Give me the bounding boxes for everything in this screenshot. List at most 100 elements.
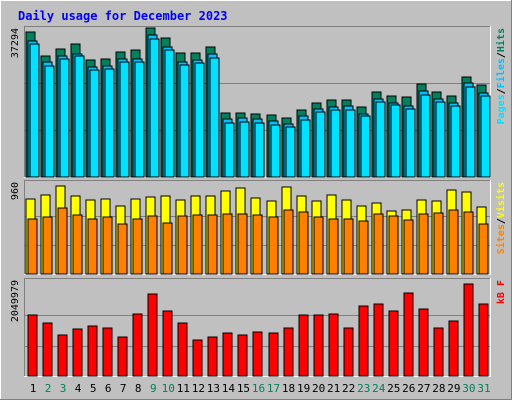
x-tick-label: 29: [447, 382, 460, 395]
chart-panels: 37294Pages/Files/Hits960Sites/Visits2049…: [10, 26, 507, 377]
bar-pages: [179, 64, 190, 178]
x-tick-label: 9: [150, 382, 157, 395]
bar-sites: [207, 214, 218, 275]
bar-sites: [448, 209, 459, 275]
bar-kb-f: [313, 314, 324, 377]
bar-kb-f: [328, 313, 339, 377]
bar-sites: [177, 215, 188, 275]
legend-entry: Sites: [495, 224, 507, 254]
bar-pages: [104, 68, 115, 178]
bar-sites: [328, 218, 339, 275]
bar-kb-f: [42, 322, 53, 377]
bar-kb-f: [298, 314, 309, 377]
legend-entry: Pages: [496, 94, 507, 124]
bar-sites: [237, 213, 248, 275]
bar-pages: [405, 108, 416, 178]
x-tick-label: 25: [387, 382, 400, 395]
x-tick-label: 18: [282, 382, 295, 395]
bar-sites: [117, 223, 128, 275]
bar-sites: [343, 218, 354, 275]
bar-kb-f: [132, 313, 143, 377]
bar-sites: [358, 220, 369, 275]
bar-sites: [252, 214, 263, 275]
bar-kb-f: [162, 310, 173, 377]
bar-pages: [239, 121, 250, 178]
legend-entry: Visits: [495, 182, 507, 218]
x-tick-label: 23: [357, 382, 370, 395]
legend-entry: /: [496, 52, 507, 58]
x-tick-label: 14: [222, 382, 236, 395]
x-tick-label: 2: [45, 382, 52, 395]
x-tick-label: 10: [162, 382, 175, 395]
x-tick-label: 31: [477, 382, 490, 395]
bar-pages: [194, 62, 205, 178]
legend: Pages/Files/Hits: [495, 28, 507, 124]
bar-pages: [435, 101, 446, 178]
bar-sites: [313, 216, 324, 275]
bar-kb-f: [87, 325, 98, 377]
bar-pages: [375, 101, 386, 178]
x-tick-label: 13: [207, 382, 220, 395]
legend-entry: /: [496, 88, 507, 94]
bar-kb-f: [147, 293, 158, 377]
bar-sites: [132, 218, 143, 275]
bar-kb-f: [222, 332, 233, 377]
bar-pages: [360, 115, 371, 178]
bar-sites: [72, 214, 83, 275]
x-tick-label: 19: [297, 382, 310, 395]
bar-sites: [388, 215, 399, 275]
panel-kbytes: 2049979 kB F: [10, 278, 507, 377]
x-axis-labels: 1 2 3 4 5 6 7 8 9 10 11 12 13 14 15 16 17 18 19 20 21 22 23 24 2…: [30, 382, 491, 395]
bar-pages: [89, 69, 100, 178]
y-max-label: 960: [10, 182, 21, 200]
bar-kb-f: [177, 322, 188, 377]
x-tick-label: 26: [402, 382, 415, 395]
bar-sites: [147, 215, 158, 275]
panel-visits-sites: 960 Sites/Visits: [10, 180, 507, 275]
x-tick-label: 21: [327, 382, 340, 395]
bar-kb-f: [283, 327, 294, 377]
bar-pages: [149, 38, 160, 178]
bar-kb-f: [388, 310, 399, 377]
x-tick-label: 17: [267, 382, 280, 395]
bar-sites: [102, 216, 113, 275]
bar-kb-f: [463, 283, 474, 377]
chart-title: Daily usage for December 2023: [18, 9, 228, 23]
bar-pages: [270, 124, 281, 178]
bar-sites: [403, 219, 414, 275]
x-tick-label: 7: [120, 382, 127, 395]
bar-pages: [285, 126, 296, 178]
bar-kb-f: [418, 308, 429, 377]
legend: kB F: [496, 280, 507, 304]
bar-kb-f: [57, 334, 68, 377]
bar-sites: [433, 212, 444, 275]
bar-kb-f: [343, 327, 354, 377]
bar-pages: [224, 122, 235, 178]
bar-kb-f: [448, 320, 459, 377]
bar-sites: [87, 218, 98, 275]
legend-entry: kB: [496, 286, 507, 304]
bar-pages: [119, 61, 130, 178]
legend-entry: Hits: [495, 28, 507, 52]
bar-pages: [164, 49, 175, 178]
bar-pages: [29, 43, 40, 178]
bar-kb-f: [102, 327, 113, 377]
bar-pages: [450, 105, 461, 178]
y-max-label: 37294: [10, 28, 21, 58]
bar-sites: [162, 222, 173, 275]
legend: Sites/Visits: [495, 182, 507, 254]
legend-entry: Files: [495, 58, 507, 88]
bar-kb-f: [192, 339, 203, 377]
bar-kb-f: [433, 327, 444, 377]
bar-sites: [478, 223, 489, 275]
x-tick-label: 20: [312, 382, 325, 395]
bar-pages: [315, 111, 326, 178]
x-tick-label: 16: [252, 382, 265, 395]
x-tick-label: 1: [30, 382, 37, 395]
y-max-label: 2049979: [10, 280, 21, 322]
x-tick-label: 15: [237, 382, 250, 395]
bar-kb-f: [373, 303, 384, 377]
x-tick-label: 5: [90, 382, 97, 395]
bar-pages: [44, 65, 55, 178]
